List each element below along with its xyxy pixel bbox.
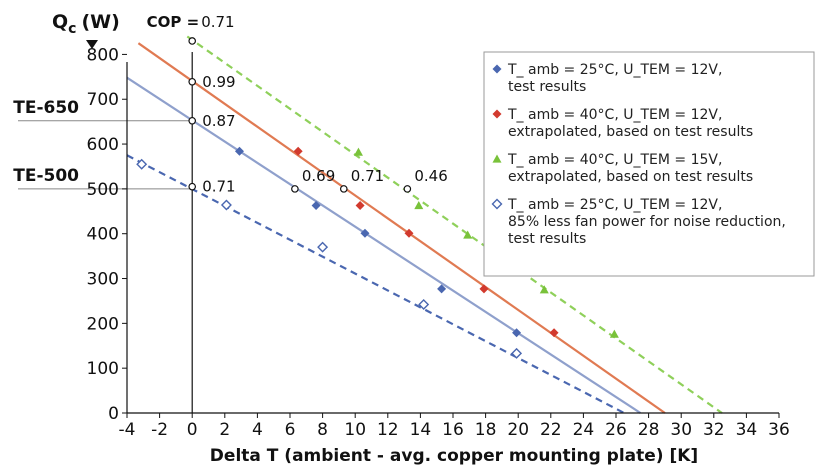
cop-value-label: 0.69 xyxy=(302,167,335,185)
y-tick-label: 400 xyxy=(87,225,119,245)
x-tick-label: 32 xyxy=(703,420,725,440)
x-tick-label: 12 xyxy=(377,420,399,440)
x-tick-label: 28 xyxy=(638,420,660,440)
cop-marker xyxy=(188,116,197,125)
data-point-series-3 xyxy=(463,230,473,239)
legend-marker-series-1 xyxy=(492,64,502,74)
fit-line-series-3 xyxy=(186,35,723,414)
y-tick-label: 200 xyxy=(87,314,119,334)
data-points xyxy=(136,146,619,359)
reference-lines: TE-650 TE-500 xyxy=(13,98,193,190)
legend-marker-series-2 xyxy=(492,109,502,119)
cop-value-label: 0.71 xyxy=(351,167,384,185)
y-tick-label: 700 xyxy=(87,90,119,110)
x-tick-label: -4 xyxy=(119,420,136,440)
data-point-series-4 xyxy=(317,241,329,253)
legend: T_ amb = 25°C, U_TEM = 12V,test resultsT… xyxy=(483,51,815,277)
cop-marker xyxy=(188,77,197,86)
data-point-series-2 xyxy=(355,200,365,210)
data-point-series-1 xyxy=(437,284,447,294)
y-axis-title-arrow-icon xyxy=(86,40,98,49)
legend-entry-text: test results xyxy=(508,231,586,247)
cop-marker xyxy=(188,182,197,191)
x-tick-label: 22 xyxy=(540,420,562,440)
data-point-series-4 xyxy=(418,299,430,311)
x-axis-title: Delta T (ambient - avg. copper mounting … xyxy=(210,446,698,466)
y-tick-label: 600 xyxy=(87,135,119,155)
y-tick-label: 300 xyxy=(87,270,119,290)
data-point-series-2 xyxy=(404,228,414,238)
x-tick-label: 6 xyxy=(285,420,296,440)
y-axis-title-subscript: c xyxy=(68,21,76,37)
x-tick-label: 34 xyxy=(736,420,758,440)
cop-marker xyxy=(188,37,197,45)
y-axis-title: Qc (W) xyxy=(52,11,120,37)
fit-line-series-1 xyxy=(126,76,642,414)
legend-marker-series-4 xyxy=(491,198,503,210)
x-tick-label: 0 xyxy=(187,420,198,440)
y-tick-label: 100 xyxy=(87,359,119,379)
reference-label-te-650: TE-650 xyxy=(13,98,79,118)
x-tick-label: 10 xyxy=(344,420,366,440)
fit-line-series-4 xyxy=(126,154,625,414)
data-point-series-4 xyxy=(136,158,148,170)
cop-value-label: 0.71 xyxy=(201,13,234,31)
legend-entry-text: 85% less fan power for noise reduction, xyxy=(508,214,786,230)
cop-marker xyxy=(403,185,412,193)
y-tick-label: 800 xyxy=(87,45,119,65)
legend-entry-text: T_ amb = 40°C, U_TEM = 12V, xyxy=(507,107,722,123)
data-point-series-4 xyxy=(220,199,232,211)
legend-marker-series-3 xyxy=(492,154,502,163)
legend-entry-text: test results xyxy=(508,79,586,95)
legend-entry-text: T_ amb = 25°C, U_TEM = 12V, xyxy=(507,197,722,213)
legend-box xyxy=(483,51,815,277)
y-tick-label: 0 xyxy=(108,404,119,424)
x-tick-label: 8 xyxy=(317,420,328,440)
x-tick-label: 26 xyxy=(605,420,627,440)
data-point-series-3 xyxy=(353,147,363,156)
y-tick-label: 500 xyxy=(87,180,119,200)
data-point-series-3 xyxy=(609,329,619,338)
data-point-series-4 xyxy=(511,347,523,359)
data-point-series-3 xyxy=(414,200,424,210)
cop-annotations: COP = 0.71 0.99 0.87 0.71 0.69 0.71 0.46 xyxy=(147,13,448,196)
fit-line-series-2 xyxy=(137,42,666,414)
legend-entry-text: T_ amb = 40°C, U_TEM = 15V, xyxy=(507,152,722,168)
cop-value-label: 0.87 xyxy=(202,112,235,130)
fit-lines xyxy=(126,35,723,414)
cop-marker xyxy=(339,185,348,193)
x-tick-label: 4 xyxy=(252,420,263,440)
axes: -4 -2 0 2 4 6 8 10 12 14 16 18 20 22 24 26 28 30 32 34 36010… xyxy=(87,45,790,440)
data-point-series-1 xyxy=(234,146,244,156)
data-point-series-3 xyxy=(539,285,549,294)
x-tick-label: 18 xyxy=(475,420,497,440)
data-point-series-1 xyxy=(360,228,370,238)
x-tick-label: 2 xyxy=(219,420,230,440)
cop-value-label: 0.71 xyxy=(202,178,235,196)
legend-entry-text: T_ amb = 25°C, U_TEM = 12V, xyxy=(507,62,722,78)
x-tick-label: -2 xyxy=(151,420,168,440)
x-tick-label: 24 xyxy=(573,420,595,440)
legend-entry-text: extrapolated, based on test results xyxy=(508,169,753,185)
cop-prefix-label: COP = xyxy=(147,13,200,31)
x-tick-label: 14 xyxy=(410,420,432,440)
data-point-series-1 xyxy=(512,328,522,338)
data-point-series-1 xyxy=(311,200,321,210)
data-point-series-2 xyxy=(293,146,303,156)
x-tick-label: 20 xyxy=(507,420,529,440)
data-point-series-2 xyxy=(479,284,489,294)
cop-value-label: 0.99 xyxy=(202,73,235,91)
data-point-series-2 xyxy=(549,328,559,338)
cop-marker xyxy=(291,185,299,193)
x-tick-label: 30 xyxy=(670,420,692,440)
y-axis-title-symbol: Q xyxy=(52,11,68,33)
x-tick-label: 36 xyxy=(768,420,790,440)
legend-entry-text: extrapolated, based on test results xyxy=(508,124,753,140)
y-axis-title-unit: (W) xyxy=(81,11,119,33)
cop-value-label: 0.46 xyxy=(414,167,447,185)
x-tick-label: 16 xyxy=(442,420,464,440)
reference-label-te-500: TE-500 xyxy=(13,166,79,186)
